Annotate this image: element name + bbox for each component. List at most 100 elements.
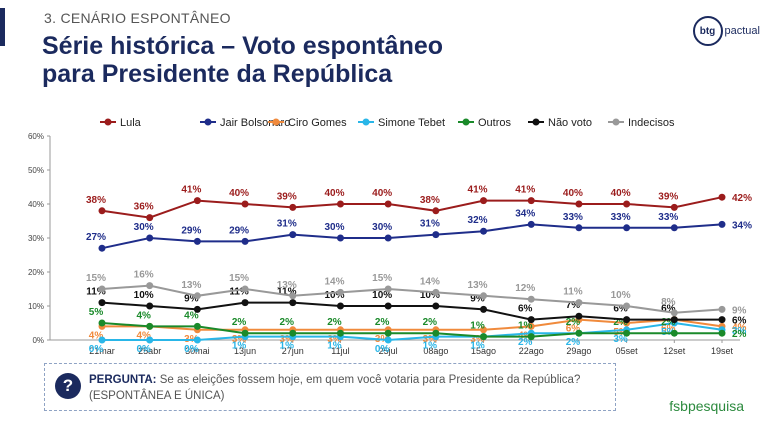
data-label: 6% — [566, 324, 581, 335]
data-point — [193, 336, 201, 344]
data-point — [718, 329, 726, 337]
x-tick-label: 12set — [663, 346, 686, 356]
fsb-logo-b: pesquisa — [687, 398, 744, 414]
logo-text: pactual — [724, 25, 760, 37]
data-label: 2% — [280, 317, 295, 328]
title-line-2: para Presidente da República — [42, 60, 393, 88]
fsb-logo: fsbpesquisa — [669, 398, 744, 414]
data-label: 13% — [468, 280, 488, 291]
data-label: 10% — [134, 290, 154, 301]
series-line — [101, 284, 723, 314]
data-point — [623, 316, 631, 324]
data-point — [336, 234, 344, 242]
data-label: 41% — [181, 185, 201, 196]
series-line — [102, 318, 723, 331]
y-tick-label: 50% — [28, 166, 44, 175]
y-tick-label: 10% — [28, 302, 44, 311]
data-label: 38% — [420, 195, 440, 206]
legend-swatch-dot — [272, 118, 280, 126]
data-label: 31% — [420, 219, 440, 230]
x-tick-label: 25abr — [138, 346, 161, 356]
data-label: 2% — [732, 329, 747, 340]
data-point — [527, 333, 535, 341]
data-label: 33% — [658, 212, 678, 223]
legend-label: Lula — [120, 117, 142, 129]
data-label: 29% — [181, 225, 201, 236]
data-label: 4% — [136, 310, 151, 321]
data-point — [98, 244, 106, 252]
btg-logo: btg pactual — [692, 16, 760, 46]
data-point — [527, 316, 535, 324]
data-label: 40% — [324, 188, 344, 199]
data-label: 6% — [661, 324, 676, 335]
data-point — [480, 292, 488, 300]
data-label: 10% — [372, 290, 392, 301]
data-point — [718, 316, 726, 324]
data-label: 30% — [372, 222, 392, 233]
series-line — [102, 321, 723, 342]
data-point — [98, 319, 106, 327]
data-point — [432, 302, 440, 310]
data-label: 4% — [89, 330, 104, 341]
data-label: 42% — [732, 193, 752, 204]
data-point — [289, 292, 297, 300]
data-point — [480, 197, 488, 205]
data-point — [336, 288, 344, 296]
data-point — [289, 299, 297, 307]
x-tick-label: 19set — [711, 346, 734, 356]
data-label: 2% — [661, 317, 676, 328]
data-label: 15% — [372, 273, 392, 284]
data-point — [670, 224, 678, 232]
question-label: PERGUNTA: — [89, 374, 157, 386]
data-label: 8% — [661, 297, 676, 308]
data-point — [146, 282, 154, 290]
legend-swatch-dot — [532, 118, 540, 126]
data-label: 2% — [613, 317, 628, 328]
data-label: 6% — [518, 304, 533, 315]
data-point — [575, 329, 583, 337]
data-label: 40% — [563, 188, 583, 199]
data-point — [193, 322, 201, 330]
legend-label: Indecisos — [628, 117, 675, 129]
data-label: 30% — [134, 222, 154, 233]
data-label: 1% — [423, 341, 438, 352]
data-point — [623, 302, 631, 310]
data-point — [670, 309, 678, 317]
data-label: 3% — [613, 334, 628, 345]
data-point — [384, 302, 392, 310]
data-point — [575, 224, 583, 232]
data-point — [336, 302, 344, 310]
data-point — [670, 316, 678, 324]
data-label: 40% — [229, 188, 249, 199]
data-label: 4% — [136, 330, 151, 341]
data-point — [480, 227, 488, 235]
data-point — [670, 329, 678, 337]
data-label: 1% — [470, 341, 485, 352]
legend-label: Ciro Gomes — [288, 117, 347, 129]
data-label: 0% — [375, 344, 390, 355]
data-label: 6% — [661, 304, 676, 315]
data-label: 10% — [324, 290, 344, 301]
data-point — [575, 200, 583, 208]
data-label: 11% — [86, 287, 106, 298]
data-label: 0% — [89, 344, 104, 355]
data-label: 5% — [89, 307, 104, 318]
data-point — [98, 336, 106, 344]
x-tick-label: 27jun — [282, 346, 304, 356]
data-label: 3% — [327, 334, 342, 345]
data-label: 1% — [232, 341, 247, 352]
data-point — [384, 234, 392, 242]
data-label: 13% — [181, 280, 201, 291]
legend-swatch-dot — [104, 118, 112, 126]
data-point — [432, 288, 440, 296]
data-label: 2% — [566, 317, 581, 328]
line-chart: 0% 10% 20% 30% 40% 50% 60% 21mar 25abr 30mai 13jun… — [28, 117, 752, 356]
data-point — [146, 234, 154, 242]
data-point — [193, 305, 201, 313]
data-label: 4% — [184, 310, 199, 321]
question-mark-icon: ? — [55, 373, 81, 399]
data-label: 34% — [732, 220, 752, 231]
y-tick-label: 60% — [28, 132, 44, 141]
data-point — [193, 197, 201, 205]
x-tick-label: 25jul — [379, 346, 398, 356]
